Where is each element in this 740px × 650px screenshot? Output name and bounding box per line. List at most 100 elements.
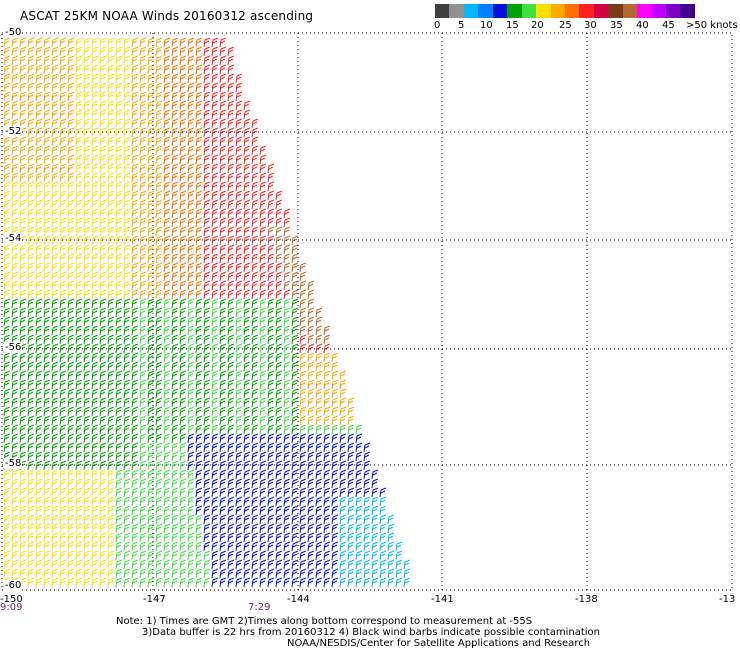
wind-barb: [91, 253, 99, 264]
wind-barb: [3, 505, 11, 516]
wind-barb: [243, 199, 251, 210]
wind-barb: [83, 163, 91, 174]
wind-barb: [83, 46, 91, 57]
wind-barb: [187, 136, 195, 147]
wind-barb: [35, 280, 43, 291]
wind-barb: [99, 433, 107, 444]
wind-barb: [11, 496, 19, 507]
wind-barb: [195, 352, 203, 363]
wind-barb: [299, 334, 307, 345]
wind-barb: [227, 55, 235, 66]
wind-barb: [59, 415, 67, 426]
wind-barb: [251, 199, 259, 210]
wind-barb: [195, 82, 203, 93]
wind-barb: [83, 433, 91, 444]
wind-barb: [163, 145, 171, 156]
wind-barb: [67, 82, 75, 93]
wind-barb: [315, 478, 323, 489]
wind-barb: [131, 199, 139, 210]
wind-barb: [75, 145, 83, 156]
wind-barb: [115, 154, 123, 165]
wind-barb: [243, 109, 251, 120]
wind-barb: [251, 289, 259, 300]
wind-barb: [155, 199, 163, 210]
wind-barb: [139, 271, 147, 282]
wind-barb: [155, 181, 163, 192]
wind-barb: [267, 325, 275, 336]
wind-barb: [291, 343, 299, 354]
wind-barb: [163, 325, 171, 336]
wind-barb: [115, 424, 123, 435]
wind-barb: [179, 325, 187, 336]
wind-barb: [27, 289, 35, 300]
wind-barb: [283, 352, 291, 363]
wind-barb: [59, 91, 67, 102]
wind-barb: [91, 361, 99, 372]
wind-barb: [107, 190, 115, 201]
wind-barb: [171, 64, 179, 75]
wind-barb: [19, 271, 27, 282]
wind-barb: [251, 334, 259, 345]
wind-barb: [163, 424, 171, 435]
wind-barb: [227, 208, 235, 219]
wind-barb: [251, 514, 259, 525]
wind-barb: [3, 433, 11, 444]
wind-barb: [299, 442, 307, 453]
wind-barb: [147, 496, 155, 507]
wind-barb: [283, 577, 291, 588]
wind-barb: [363, 559, 371, 570]
wind-barb: [147, 406, 155, 417]
wind-barb: [91, 244, 99, 255]
wind-barb: [323, 496, 331, 507]
wind-barb: [91, 37, 99, 48]
wind-barb: [99, 406, 107, 417]
wind-barb: [227, 397, 235, 408]
wind-barb: [91, 73, 99, 84]
wind-barb: [99, 244, 107, 255]
wind-barb: [363, 541, 371, 552]
wind-barb: [203, 109, 211, 120]
wind-barb: [3, 514, 11, 525]
wind-barb: [203, 370, 211, 381]
wind-barb: [331, 442, 339, 453]
wind-barb: [267, 307, 275, 318]
wind-barb: [59, 541, 67, 552]
wind-barb: [59, 289, 67, 300]
lat-label: -50: [4, 27, 23, 38]
wind-barb: [43, 217, 51, 228]
wind-barb: [187, 325, 195, 336]
wind-barb: [203, 406, 211, 417]
wind-barb: [203, 550, 211, 561]
wind-barb: [219, 334, 227, 345]
wind-barb: [35, 181, 43, 192]
wind-barb: [235, 118, 243, 129]
wind-barb: [243, 190, 251, 201]
wind-barb: [187, 424, 195, 435]
wind-barb: [235, 469, 243, 480]
wind-barb: [235, 226, 243, 237]
wind-barb: [115, 550, 123, 561]
wind-barb: [179, 523, 187, 534]
wind-barb: [219, 469, 227, 480]
wind-barb: [115, 568, 123, 579]
wind-barb: [43, 487, 51, 498]
wind-barb: [155, 406, 163, 417]
wind-barb: [283, 307, 291, 318]
wind-barb: [107, 325, 115, 336]
wind-barb: [75, 298, 83, 309]
wind-barb: [339, 532, 347, 543]
wind-barb: [27, 244, 35, 255]
wind-barb: [99, 55, 107, 66]
wind-barb: [107, 262, 115, 273]
wind-barb: [203, 343, 211, 354]
wind-barb: [347, 406, 355, 417]
wind-barb: [347, 577, 355, 588]
wind-barb: [123, 145, 131, 156]
wind-barb: [259, 424, 267, 435]
wind-barb: [211, 568, 219, 579]
wind-barb: [187, 73, 195, 84]
wind-barb: [11, 352, 19, 363]
wind-barb: [67, 262, 75, 273]
wind-barb: [283, 496, 291, 507]
wind-barb: [203, 37, 211, 48]
